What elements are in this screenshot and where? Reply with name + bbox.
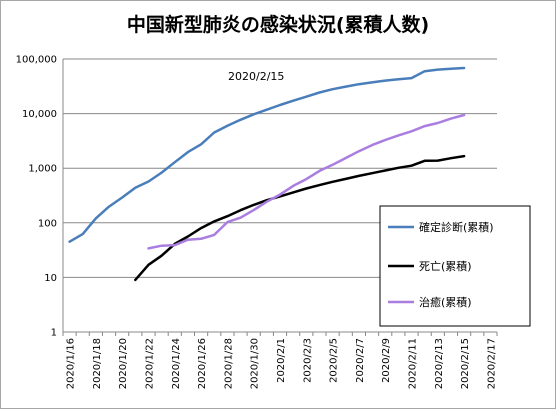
x-tick-label: 2020/2/7 [355, 338, 366, 383]
x-tick-label: 2020/2/15 [460, 338, 471, 389]
y-tick-label: 100,000 [16, 55, 57, 66]
y-tick-label: 1 [51, 328, 57, 339]
y-tick-label: 10,000 [22, 109, 57, 120]
y-tick-label: 10 [44, 273, 57, 284]
chart-title: 中国新型肺炎の感染状況(累積人数) [127, 13, 429, 36]
date-annotation: 2020/2/15 [228, 70, 284, 83]
x-tick-label: 2020/2/3 [302, 338, 313, 383]
series-line-3 [147, 113, 466, 250]
x-tick-label: 2020/1/24 [171, 338, 182, 389]
axes: 1 10 100 1,000 10,000 100,000 2020/1/16 2020/1/… [16, 55, 498, 389]
y-tick-label: 1,000 [28, 164, 57, 175]
x-tick-label: 2020/2/9 [381, 338, 392, 383]
series-line-2 [134, 154, 466, 282]
x-tick-label: 2020/1/16 [66, 338, 77, 389]
x-tick-label: 2020/2/11 [408, 338, 419, 389]
x-tick-label: 2020/1/22 [144, 338, 155, 389]
legend-label-3: 治癒(累積) [419, 295, 472, 309]
x-tick-label: 2020/2/1 [276, 338, 287, 383]
x-tick-label: 2020/1/18 [92, 338, 103, 389]
x-tick-label: 2020/1/26 [197, 338, 208, 389]
y-tick-label: 100 [38, 218, 57, 229]
x-tick-label: 2020/2/13 [434, 338, 445, 389]
series-line-1 [68, 66, 466, 243]
series-lines [68, 66, 466, 282]
legend: 確定診断(累積) 死亡(累積) 治癒(累積) [379, 205, 531, 327]
x-tick-label: 2020/2/17 [486, 338, 497, 389]
x-tick-label: 2020/1/20 [118, 338, 129, 389]
x-tick-label: 2020/1/28 [223, 338, 234, 389]
x-tick-label: 2020/2/5 [329, 338, 340, 383]
legend-label-2: 死亡(累積) [419, 259, 472, 273]
legend-label-1: 確定診断(累積) [419, 220, 494, 234]
x-tick-label: 2020/1/30 [250, 338, 261, 389]
